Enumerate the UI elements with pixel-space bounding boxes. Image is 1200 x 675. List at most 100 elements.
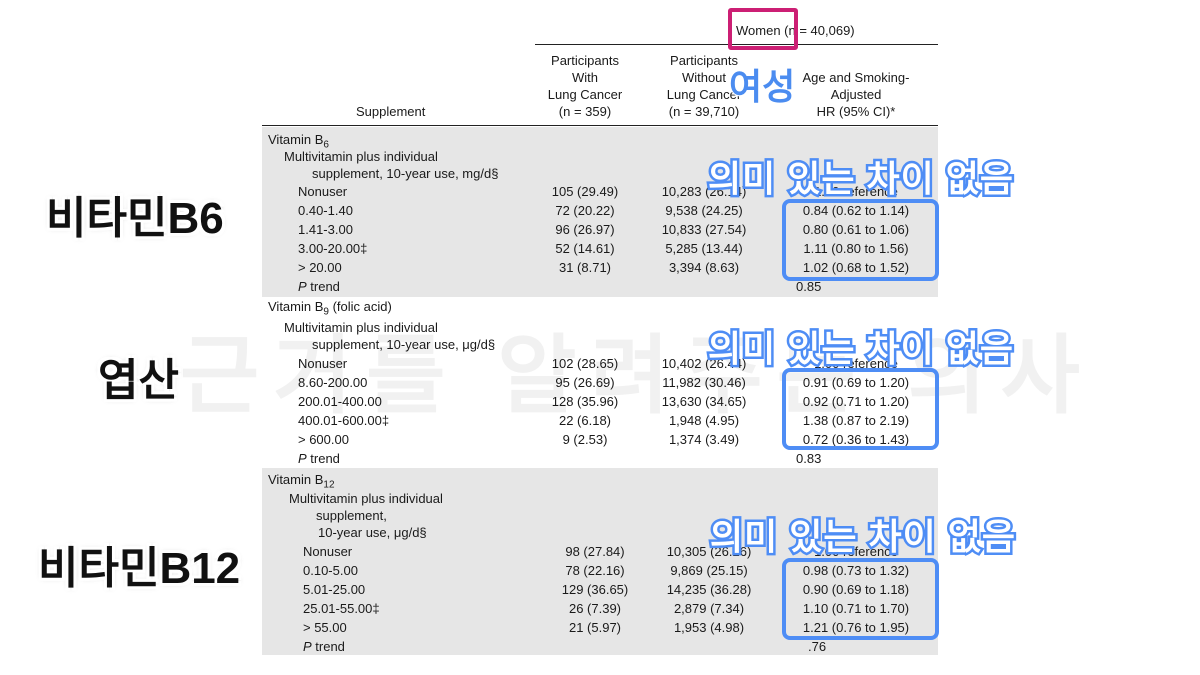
cell-without-cancer: 10,283 (26.14) (661, 184, 747, 199)
cell-with-cancer: 72 (20.22) (555, 203, 615, 218)
cell-hr: 1.10 (0.71 to 1.70) (802, 601, 910, 616)
cell-with-cancer: 98 (27.84) (565, 544, 625, 559)
ptrend-label: P trend (298, 451, 340, 466)
cell-without-cancer: 2,879 (7.34) (673, 601, 745, 616)
section-desc2-b9: supplement, 10-year use, μg/d§ (312, 337, 496, 352)
cell-with-cancer: 95 (26.69) (555, 375, 615, 390)
row-label: Nonuser (298, 356, 348, 371)
row-label: > 20.00 (298, 260, 342, 275)
cell-without-cancer: 9,869 (25.15) (670, 563, 748, 578)
col-with-line1: Participants (551, 53, 619, 68)
col-supplement-header: Supplement (356, 104, 426, 119)
cell-with-cancer: 31 (8.71) (558, 260, 612, 275)
row-label: Nonuser (303, 544, 353, 559)
ptrend-value: 0.83 (796, 451, 822, 466)
cell-hr: 1.00 reference (814, 184, 898, 199)
col-without-line3: Lung Cancer (666, 87, 742, 102)
cell-with-cancer: 128 (35.96) (551, 394, 619, 409)
section-desc3-b12: 10-year use, μg/d§ (318, 525, 427, 540)
col-hr-line3: HR (95% CI)* (816, 104, 896, 119)
row-label: > 600.00 (298, 432, 349, 447)
ptrend-label: P trend (303, 639, 345, 654)
cell-hr: 0.98 (0.73 to 1.32) (802, 563, 910, 578)
cell-hr: 1.00 reference (814, 544, 898, 559)
header-rule (535, 44, 938, 45)
cell-with-cancer: 52 (14.61) (555, 241, 615, 256)
col-with-line2: With (572, 70, 598, 85)
cell-without-cancer: 5,285 (13.44) (665, 241, 743, 256)
col-with-line4: (n = 359) (558, 104, 612, 119)
section-title-b12: Vitamin B12 (268, 472, 335, 491)
side-label-b6: 비타민B6 (46, 194, 224, 243)
hr-highlight-box-b6 (782, 199, 939, 281)
col-hr-line2: Adjusted (830, 87, 882, 102)
row-label: 400.01-600.00‡ (298, 413, 390, 428)
hr-highlight-box-b9 (782, 368, 939, 450)
no-difference-label-b9: 의미 있는 차이 없음 (706, 326, 1016, 372)
col-without-line1: Participants (670, 53, 738, 68)
cell-with-cancer: 105 (29.49) (551, 184, 619, 199)
cell-with-cancer: 9 (2.53) (562, 432, 608, 447)
ptrend-value: .76 (808, 639, 827, 654)
row-label: 200.01-400.00 (298, 394, 382, 409)
cell-hr: 0.72 (0.36 to 1.43) (802, 432, 910, 447)
row-label: 3.00-20.00‡ (298, 241, 368, 256)
cell-hr: 0.84 (0.62 to 1.14) (802, 203, 910, 218)
cell-with-cancer: 26 (7.39) (568, 601, 622, 616)
cell-hr: 1.02 (0.68 to 1.52) (802, 260, 910, 275)
cell-with-cancer: 78 (22.16) (565, 563, 625, 578)
side-label-b12: 비타민B12 (38, 544, 241, 593)
no-difference-label-b6: 의미 있는 차이 없음 (706, 156, 1016, 202)
cell-hr: 0.90 (0.69 to 1.18) (802, 582, 910, 597)
cell-hr: 0.92 (0.71 to 1.20) (802, 394, 910, 409)
cell-hr: 1.38 (0.87 to 2.19) (802, 413, 910, 428)
cell-without-cancer: 3,394 (8.63) (668, 260, 740, 275)
col-without-header: Participants Without Lung Cancer (n = 39… (655, 52, 753, 120)
watermark-text: 근거를 알려주는 의사 (180, 328, 1094, 424)
section-desc2-b12: supplement, (316, 508, 387, 523)
row-label: 25.01-55.00‡ (303, 601, 380, 616)
cell-without-cancer: 9,538 (24.25) (665, 203, 743, 218)
cell-without-cancer: 10,833 (27.54) (661, 222, 747, 237)
col-without-line2: Without (681, 70, 727, 85)
col-with-header: Participants With Lung Cancer (n = 359) (540, 52, 630, 120)
women-header: Women (n = 40,069) (736, 23, 855, 38)
row-label: Nonuser (298, 184, 348, 199)
section-desc1-b9: Multivitamin plus individual (284, 320, 438, 335)
cell-without-cancer: 1,953 (4.98) (673, 620, 745, 635)
row-label: 0.10-5.00 (303, 563, 358, 578)
women-n: (n = 40,069) (780, 23, 855, 38)
section-desc1-b12: Multivitamin plus individual (289, 491, 443, 506)
col-hr-line1: Age and Smoking- (802, 70, 910, 85)
cell-without-cancer: 14,235 (36.28) (666, 582, 752, 597)
section-band-b6 (262, 127, 938, 297)
col-with-line3: Lung Cancer (547, 87, 623, 102)
cell-hr: 1.00 reference (814, 356, 898, 371)
cell-hr: 0.80 (0.61 to 1.06) (802, 222, 910, 237)
cell-without-cancer: 10,305 (26.26) (666, 544, 752, 559)
section-title-b6: Vitamin B6 (268, 132, 329, 151)
section-title-b9: Vitamin B9 (folic acid) (268, 299, 392, 318)
ptrend-value: 0.85 (796, 279, 822, 294)
col-hr-header: Age and Smoking- Adjusted HR (95% CI)* (790, 69, 922, 120)
row-label: 1.41-3.00 (298, 222, 353, 237)
row-label: 8.60-200.00 (298, 375, 368, 390)
row-label: 0.40-1.40 (298, 203, 353, 218)
hr-highlight-box-b12 (782, 558, 939, 640)
section-desc2-b6: supplement, 10-year use, mg/d§ (312, 166, 499, 181)
section-desc1-b6: Multivitamin plus individual (284, 149, 438, 164)
cell-without-cancer: 11,982 (30.46) (662, 375, 746, 390)
col-without-line4: (n = 39,710) (668, 104, 740, 119)
cell-with-cancer: 129 (36.65) (561, 582, 629, 597)
side-label-b9: 엽산 (98, 356, 179, 405)
cell-with-cancer: 21 (5.97) (568, 620, 622, 635)
cell-without-cancer: 1,374 (3.49) (668, 432, 740, 447)
row-label: > 55.00 (303, 620, 347, 635)
cell-hr: 1.21 (0.76 to 1.95) (802, 620, 910, 635)
cell-without-cancer: 10,402 (26.44) (661, 356, 747, 371)
women-korean-label: 여성 (728, 65, 796, 108)
row-label: 5.01-25.00 (303, 582, 366, 597)
no-difference-label-b12: 의미 있는 차이 없음 (708, 514, 1018, 560)
cell-with-cancer: 102 (28.65) (551, 356, 619, 371)
women-label: Women (736, 23, 781, 38)
